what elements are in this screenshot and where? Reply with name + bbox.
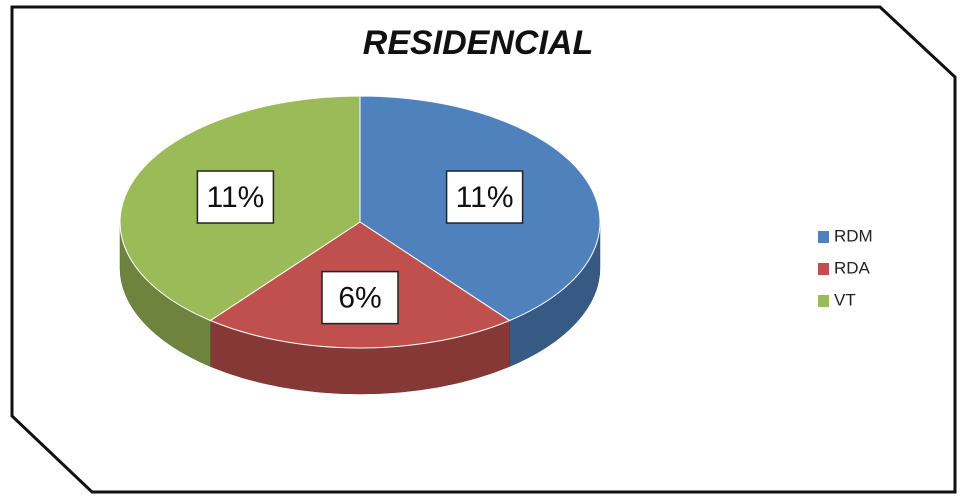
- data-label: 11%: [456, 181, 514, 214]
- legend-label: VT: [834, 290, 856, 309]
- data-label: 6%: [338, 282, 381, 315]
- label-box: [445, 170, 524, 224]
- data-label: 11%: [206, 181, 264, 214]
- label-box: [196, 170, 275, 224]
- legend-label: RDA: [834, 258, 871, 277]
- legend-swatch: [818, 295, 829, 307]
- chart-title: RESIDENCIAL: [363, 24, 593, 62]
- label-box: [321, 270, 399, 325]
- legend-swatch: [818, 231, 829, 243]
- legend-label: RDM: [834, 226, 873, 245]
- legend-swatch: [818, 263, 829, 275]
